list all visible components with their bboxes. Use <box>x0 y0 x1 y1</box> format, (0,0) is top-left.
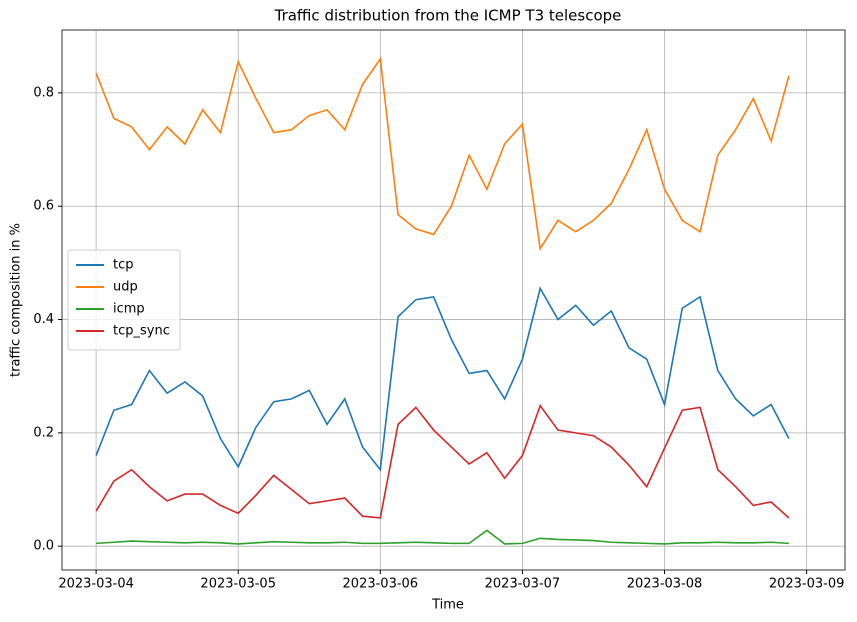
legend-label: udp <box>113 280 138 295</box>
x-tick-label: 2023-03-09 <box>769 577 845 592</box>
y-tick-label: 0.2 <box>33 425 54 440</box>
x-tick-label: 2023-03-04 <box>58 577 134 592</box>
line-series <box>95 56 790 251</box>
x-tick-label: 2023-03-06 <box>343 577 419 592</box>
chart-title: Traffic distribution from the ICMP T3 te… <box>274 7 622 25</box>
legend-label: icmp <box>113 302 145 317</box>
y-tick-label: 0.6 <box>33 199 54 214</box>
x-tick-label: 2023-03-05 <box>200 577 276 592</box>
line-series <box>95 403 790 519</box>
x-tick-label: 2023-03-07 <box>485 577 561 592</box>
line-series <box>96 529 789 545</box>
x-axis-label: Time <box>431 598 464 613</box>
legend: tcp udp icmp tcp_sync <box>67 249 181 351</box>
plot-frame <box>61 29 846 571</box>
legend-box <box>67 249 181 351</box>
y-tick-label: 0.4 <box>33 312 54 327</box>
y-tick-label: 0.8 <box>33 85 54 100</box>
legend-label: tcp_sync <box>113 324 170 339</box>
line-series <box>95 286 790 472</box>
x-tick-label: 2023-03-08 <box>627 577 703 592</box>
y-tick-label: 0.0 <box>33 539 54 554</box>
y-axis-label: traffic composition in % <box>9 223 24 377</box>
legend-label: tcp <box>113 258 134 273</box>
